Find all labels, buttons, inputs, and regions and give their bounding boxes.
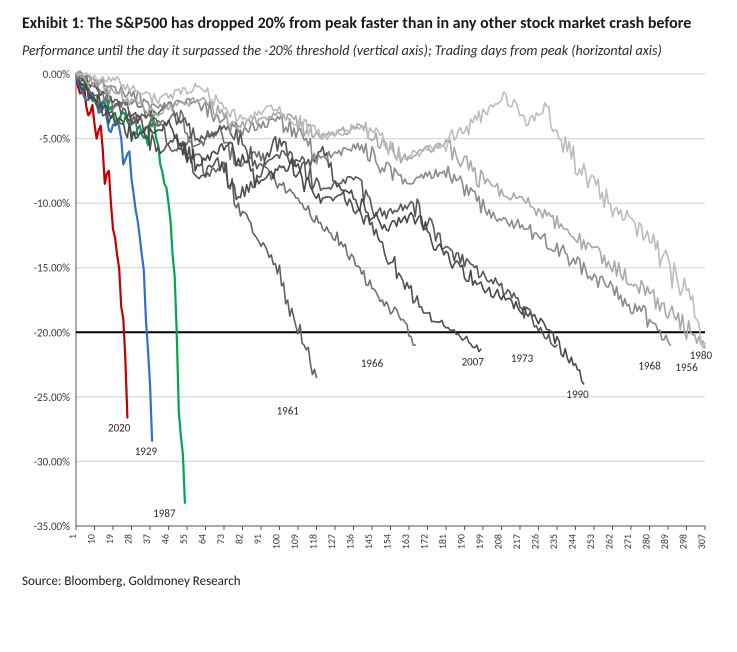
y-tick-label: -5.00%: [39, 133, 70, 146]
x-tick-label: 217: [510, 534, 523, 549]
x-tick-label: 100: [270, 534, 283, 549]
x-tick-label: 91: [251, 534, 264, 544]
x-tick-label: 289: [658, 534, 671, 549]
source-text: Source: Bloomberg, Goldmoney Research: [22, 574, 715, 589]
series-label-1987: 1987: [153, 507, 176, 520]
x-tick-label: 55: [177, 534, 190, 544]
exhibit-subtitle: Performance until the day it surpassed t…: [22, 42, 715, 60]
x-tick-label: 280: [640, 534, 653, 549]
x-tick-label: 244: [566, 534, 579, 549]
x-tick-label: 28: [122, 534, 135, 544]
y-tick-label: -30.00%: [34, 456, 70, 469]
x-tick-label: 208: [492, 534, 505, 549]
series-label-1968: 1968: [638, 360, 661, 373]
series-label-1956: 1956: [675, 361, 698, 374]
x-tick-label: 82: [233, 534, 246, 544]
x-tick-label: 37: [140, 534, 153, 544]
x-tick-label: 73: [214, 534, 227, 544]
x-tick-label: 307: [695, 534, 708, 549]
x-tick-label: 271: [621, 534, 634, 549]
x-tick-label: 199: [473, 534, 486, 549]
x-tick-label: 181: [436, 534, 449, 549]
x-tick-label: 190: [455, 534, 468, 549]
exhibit-title: Exhibit 1: The S&P500 has dropped 20% fr…: [22, 14, 715, 34]
x-tick-label: 226: [529, 534, 542, 549]
y-tick-label: -10.00%: [34, 197, 70, 210]
x-tick-label: 118: [307, 534, 320, 549]
x-tick-label: 235: [547, 534, 560, 549]
x-tick-label: 46: [159, 534, 172, 544]
y-tick-label: -15.00%: [34, 262, 70, 275]
series-label-1966: 1966: [361, 357, 384, 370]
exhibit-container: Exhibit 1: The S&P500 has dropped 20% fr…: [0, 0, 737, 652]
series-label-1990: 1990: [566, 388, 589, 401]
y-tick-label: -25.00%: [34, 391, 70, 404]
series-label-1973: 1973: [511, 352, 534, 365]
x-tick-label: 298: [677, 534, 690, 549]
y-tick-label: -20.00%: [34, 326, 70, 339]
series-label-2007: 2007: [462, 356, 485, 369]
x-tick-label: 172: [418, 534, 431, 549]
line-chart: 0.00% -5.00% -10.00% -15.00% -20.00% -25.00% -…: [22, 68, 715, 568]
x-tick-label: 127: [325, 534, 338, 549]
x-tick-label: 145: [362, 534, 375, 549]
x-tick-label: 163: [399, 534, 412, 549]
chart-area: 0.00% -5.00% -10.00% -15.00% -20.00% -25.00% -…: [22, 68, 715, 568]
series-label-2020: 2020: [108, 422, 131, 435]
x-tick-label: 10: [85, 534, 98, 544]
y-tick-label: 0.00%: [43, 68, 71, 81]
x-tick-label: 109: [288, 534, 301, 549]
x-tick-label: 253: [584, 534, 597, 549]
series-label-1980: 1980: [690, 349, 713, 362]
series-label-1961: 1961: [277, 405, 300, 418]
x-tick-label: 64: [196, 534, 209, 544]
x-tick-label: 262: [603, 534, 616, 549]
x-tick-label: 154: [381, 534, 394, 549]
x-tick-label: 1: [66, 534, 79, 539]
y-tick-label: -35.00%: [34, 520, 70, 533]
series-label-1929: 1929: [135, 445, 158, 458]
x-tick-label: 136: [344, 534, 357, 549]
x-tick-label: 19: [103, 534, 116, 544]
